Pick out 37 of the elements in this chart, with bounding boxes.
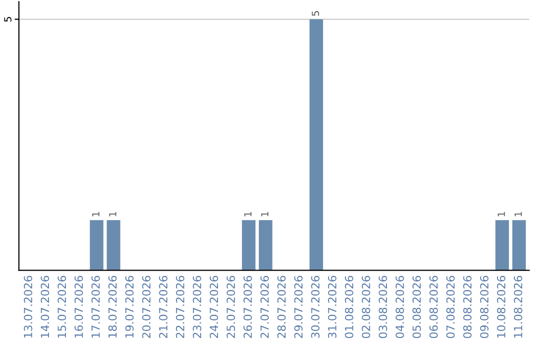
x-tick-label: 06.08.2026 [429, 276, 438, 338]
x-tick-label: 13.07.2026 [24, 276, 32, 338]
data-label: 5 [312, 11, 320, 16]
data-label: 1 [92, 212, 100, 216]
data-label: 1 [498, 212, 505, 216]
x-tick-label: 03.08.2026 [378, 276, 388, 338]
x-tick-label: 26.07.2026 [244, 276, 252, 338]
x-tick-label: 21.07.2026 [159, 276, 168, 338]
x-tick-label: 24.07.2026 [210, 276, 218, 338]
data-label: 1 [244, 212, 252, 216]
x-tick-label: 04.08.2026 [396, 276, 404, 338]
x-tick-label: 22.07.2026 [176, 276, 184, 338]
x-tick-label: 17.07.2026 [91, 276, 100, 338]
x-tick-label: 01.08.2026 [344, 276, 354, 338]
x-tick-label: 19.07.2026 [125, 276, 134, 338]
x-tick-label: 31.07.2026 [328, 276, 336, 338]
x-tick-label: 11.08.2026 [514, 276, 522, 338]
data-label: 1 [109, 212, 116, 216]
x-tick-label: 20.07.2026 [142, 276, 151, 338]
x-tick-label: 14.07.2026 [40, 276, 50, 338]
x-tick-label: 10.08.2026 [496, 276, 506, 338]
x-tick-label: 15.07.2026 [58, 276, 66, 338]
x-tick-label: 30.07.2026 [311, 276, 320, 338]
x-tick-label: 07.08.2026 [446, 276, 455, 338]
x-tick-label: 23.07.2026 [192, 276, 202, 338]
data-label: 1 [514, 212, 522, 216]
data-label: 1 [261, 212, 268, 216]
x-tick-label: 02.08.2026 [362, 276, 370, 338]
x-tick-label: 18.07.2026 [108, 276, 117, 338]
x-tick-label: 25.07.2026 [226, 276, 236, 338]
x-tick-label: 05.08.2026 [412, 276, 421, 338]
x-tick-label: 28.07.2026 [277, 276, 286, 338]
x-tick-label: 08.08.2026 [463, 276, 472, 338]
x-tick-label: 09.08.2026 [480, 276, 488, 338]
x-tick-label: 27.07.2026 [260, 276, 269, 338]
x-tick-label: 29.07.2026 [294, 276, 303, 338]
x-tick-label: 16.07.2026 [74, 276, 83, 338]
